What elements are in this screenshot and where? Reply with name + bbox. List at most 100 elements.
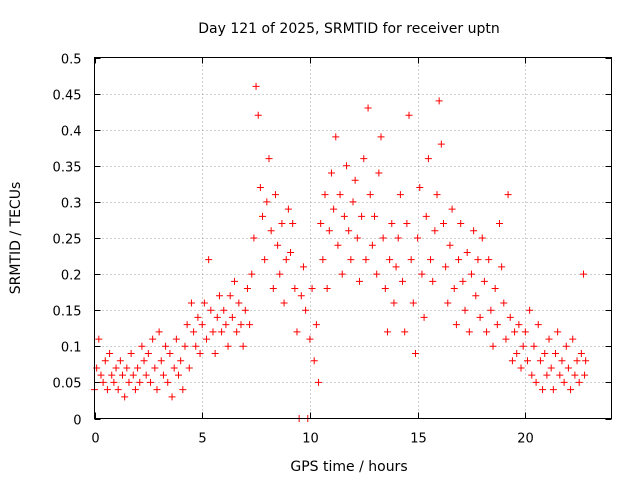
data-point [306,335,314,343]
data-point [134,364,142,372]
data-point [228,313,236,321]
data-point [543,371,551,379]
data-point [125,378,133,386]
y-tick-label: 0.35 [53,161,82,176]
data-point [338,270,346,278]
x-tick-labels: 0 5 10 15 20 [91,432,533,447]
data-point [480,277,488,285]
data-point [577,350,585,358]
data-point [315,378,323,386]
data-point [110,378,118,386]
data-point [364,104,372,112]
data-point [349,198,357,206]
data-point [498,263,506,271]
data-point [248,270,256,278]
data-point [271,191,279,199]
data-point [155,328,163,336]
data-point [579,270,587,278]
data-point [97,371,105,379]
data-point [513,350,521,358]
data-point [526,306,534,314]
data-point [119,371,127,379]
data-point [461,306,469,314]
data-point [317,220,325,228]
data-point [289,220,297,228]
data-point [511,328,519,336]
data-point [95,335,103,343]
data-point [101,357,109,365]
data-point [231,277,239,285]
data-point [491,285,499,293]
data-point [222,321,230,329]
data-point [282,256,290,264]
data-point [293,328,301,336]
data-point [280,299,288,307]
data-point [321,191,329,199]
data-point [330,205,338,213]
data-point [564,364,572,372]
data-point [308,285,316,293]
data-point [452,321,460,329]
data-point [345,227,353,235]
data-point [459,277,467,285]
data-point [457,220,465,228]
data-point [142,371,150,379]
data-point [224,342,232,350]
data-point [312,321,320,329]
data-point [310,357,318,365]
data-point [123,364,131,372]
data-point [213,313,221,321]
data-point [523,357,531,365]
data-point [256,183,264,191]
data-point [474,256,482,264]
y-tick-label: 0.5 [61,53,82,68]
data-point [472,292,480,300]
data-point [200,299,208,307]
y-tick-label: 0.25 [53,233,82,248]
data-point [427,256,435,264]
plot-frame [94,57,612,419]
data-point [371,212,379,220]
data-point [274,241,282,249]
data-point [541,350,549,358]
data-point [220,306,228,314]
data-point [112,364,120,372]
data-point [388,220,396,228]
data-point [373,270,381,278]
data-point [392,263,400,271]
data-point [265,155,273,163]
data-point [567,386,575,394]
data-point [172,335,180,343]
data-point [196,350,204,358]
y-tick-label: 0.3 [61,197,82,212]
y-tick-label: 0.05 [53,377,82,392]
data-point [198,321,206,329]
data-point [183,321,191,329]
data-point [209,328,217,336]
data-point [431,227,439,235]
data-point [299,263,307,271]
y-axis-label: SRMTID / TECUs [8,182,24,295]
x-tick-label: 20 [517,432,534,447]
data-point [162,342,170,350]
data-point [463,248,471,256]
data-point [153,386,161,394]
data-point [485,256,493,264]
data-point [442,263,450,271]
y-tick-label: 0.1 [61,341,82,356]
data-point [521,328,529,336]
data-point [181,342,189,350]
data-point [401,328,409,336]
data-point [278,220,286,228]
data-point [127,350,135,358]
data-point [582,357,590,365]
data-point [517,364,525,372]
data-point [284,205,292,213]
data-point [390,299,398,307]
data-point [487,306,495,314]
data-point [297,292,305,300]
data-point [383,328,391,336]
data-point [144,350,152,358]
data-point [483,328,491,336]
